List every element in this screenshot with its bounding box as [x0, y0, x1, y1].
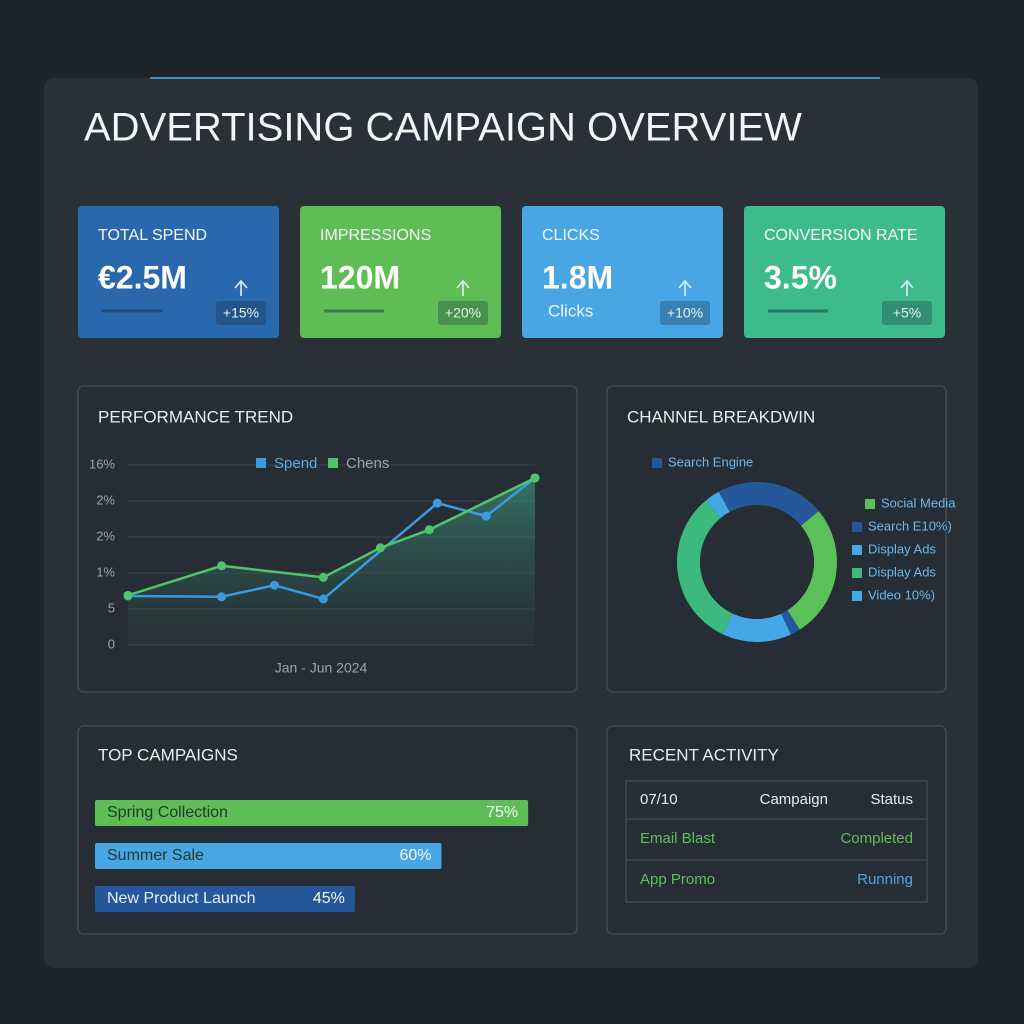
legend-label: Search E10%) — [868, 518, 952, 533]
trend-chart: 0 5 1% 2% 2% 16% Spend Chens — [89, 455, 540, 651]
kpi-change: +10% — [667, 305, 703, 321]
table-cell: Completed — [840, 830, 913, 847]
data-point — [217, 561, 227, 571]
y-tick-label: 5 — [108, 600, 115, 615]
kpi-change-badge — [438, 301, 488, 325]
y-tick-label: 16% — [89, 456, 115, 471]
campaign-name: Spring Collection — [107, 804, 228, 821]
data-point — [530, 473, 540, 483]
kpi-card — [78, 206, 279, 338]
campaign-value: 45% — [313, 890, 345, 907]
campaign-bar — [95, 886, 355, 912]
table-cell: Running — [857, 871, 913, 888]
legend-label: Video 10%) — [868, 587, 935, 602]
kpi-change-badge — [882, 301, 932, 325]
page-title: ADVERTISING CAMPAIGN OVERVIEW — [84, 106, 802, 150]
legend-swatch — [256, 458, 266, 468]
table-header: 07/10 — [640, 791, 678, 808]
legend-swatch — [328, 458, 338, 468]
kpi-label: IMPRESSIONS — [320, 227, 431, 244]
legend-label: Display Ads — [868, 541, 936, 556]
kpi-label: CONVERSION RATE — [764, 227, 918, 244]
legend-label: Social Media — [881, 495, 956, 510]
donut-slice — [718, 481, 819, 526]
kpi-arrow — [678, 279, 692, 296]
legend-label: Chens — [346, 455, 389, 472]
data-point — [375, 543, 385, 553]
kpi-arrow — [456, 279, 470, 296]
legend-swatch — [852, 522, 862, 532]
kpi-value: 120M — [320, 259, 400, 295]
kpi-label: CLICKS — [542, 227, 600, 244]
campaigns-panel — [77, 725, 578, 935]
campaign-name: New Product Launch — [107, 890, 256, 907]
data-point — [424, 525, 434, 535]
legend-swatch — [865, 499, 875, 509]
y-tick-label: 1% — [96, 564, 115, 579]
kpi-arrow — [234, 279, 248, 296]
table-cell: App Promo — [640, 871, 715, 888]
x-axis-label: Jan - Jun 2024 — [275, 660, 368, 676]
kpi-value: €2.5M — [98, 259, 187, 295]
y-tick-label: 0 — [108, 636, 115, 651]
kpi-card — [522, 206, 723, 338]
series-line — [127, 476, 536, 597]
kpi-change: +15% — [223, 305, 259, 321]
kpi-value: 3.5% — [764, 259, 837, 295]
kpi-row: TOTAL SPEND €2.5M +15% IMPRESSIONS 120M +20% C… — [78, 206, 945, 338]
area-fill — [128, 477, 535, 645]
donut-slice — [781, 610, 800, 635]
data-point — [432, 498, 442, 508]
campaign-bar — [95, 843, 442, 869]
panel-title: TOP CAMPAIGNS — [98, 745, 238, 764]
data-point — [123, 590, 133, 600]
kpi-value: 1.8M — [542, 259, 613, 295]
legend-swatch — [652, 458, 662, 468]
data-point — [270, 580, 280, 590]
legend-swatch — [852, 568, 862, 578]
data-point — [318, 572, 328, 582]
campaign-bar — [95, 800, 529, 826]
legend-label: Display Ads — [868, 564, 936, 579]
data-point — [481, 511, 491, 521]
kpi-change-badge — [660, 301, 710, 325]
kpi-card — [300, 206, 501, 338]
kpi-change-badge — [216, 301, 266, 325]
legend-label: Search Engine — [668, 454, 753, 469]
legend-label: Spend — [274, 455, 317, 472]
legend-swatch — [852, 591, 862, 601]
donut-slice — [787, 511, 838, 630]
table-header: Status — [870, 791, 913, 808]
activity-panel — [606, 725, 947, 935]
kpi-card — [744, 206, 945, 338]
campaign-bars: Spring Collection 75% Summer Sale 60% New Pr… — [95, 800, 529, 912]
campaign-value: 60% — [399, 847, 431, 864]
kpi-label: TOTAL SPEND — [98, 227, 207, 244]
donut-slice — [706, 491, 730, 518]
kpi-change: +5% — [893, 305, 921, 321]
kpi-change: +20% — [445, 305, 481, 321]
legend-swatch — [852, 545, 862, 555]
data-point — [217, 592, 227, 602]
panel-title: PERFORMANCE TREND — [98, 407, 293, 426]
kpi-sub: Clicks — [548, 301, 593, 320]
campaign-value: 75% — [486, 804, 518, 821]
kpi-arrow — [900, 279, 914, 296]
data-point — [318, 594, 328, 604]
table-border — [625, 780, 928, 903]
y-tick-label: 2% — [96, 492, 115, 507]
donut-hole — [700, 505, 814, 619]
donut-slice — [722, 613, 791, 642]
table-header: Campaign — [760, 791, 828, 808]
y-tick-label: 2% — [96, 528, 115, 543]
activity-table: 07/10 Campaign Status Email Blast Completed A… — [625, 780, 928, 903]
donut-slice — [677, 500, 733, 635]
panel-title: RECENT ACTIVITY — [629, 745, 779, 764]
donut-chart: Search Engine Social Media Search E10%) Dis… — [652, 454, 956, 642]
campaign-name: Summer Sale — [107, 847, 204, 864]
panel-title: CHANNEL BREAKDWIN — [627, 407, 815, 426]
table-cell: Email Blast — [640, 830, 716, 847]
